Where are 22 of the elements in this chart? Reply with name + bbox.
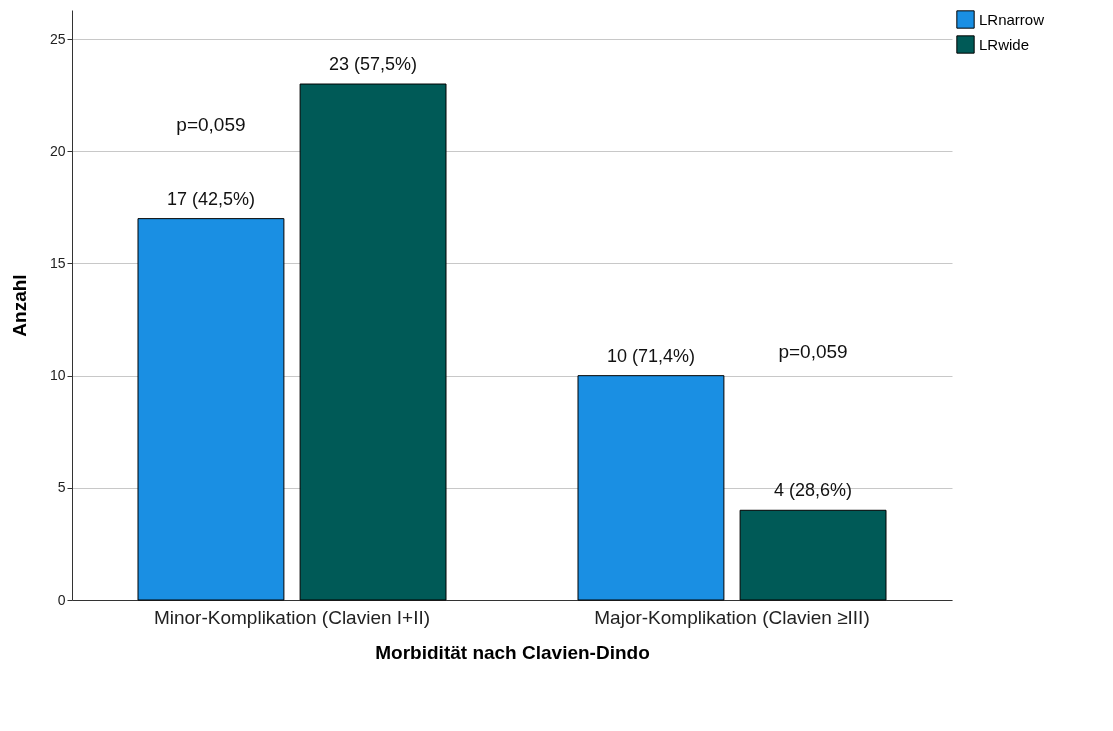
legend-label: LRwide — [979, 35, 1030, 53]
y-axis-title: Anzahl — [8, 274, 30, 337]
data-label: 17 (42,5%) — [166, 188, 255, 209]
annotation: p=0,059 — [778, 341, 848, 363]
data-label: 4 (28,6%) — [774, 480, 853, 501]
bar — [299, 83, 447, 601]
x-axis-title: Morbidität nach Clavien-Dindo — [375, 641, 650, 663]
legend-label: LRnarrow — [979, 10, 1045, 28]
y-tick-label: 0 — [57, 591, 66, 608]
y-tick-label: 10 — [49, 367, 66, 384]
y-tick-label: 25 — [49, 30, 66, 47]
y-tick-label: 5 — [57, 479, 66, 496]
data-label: 23 (57,5%) — [329, 54, 418, 75]
bar — [137, 218, 285, 601]
x-tick-label: Minor-Komplikation (Clavien I+II) — [153, 606, 431, 628]
y-tick-label: 20 — [49, 142, 66, 159]
bar — [739, 509, 887, 601]
y-tick-label: 15 — [49, 255, 66, 271]
annotation: p=0,059 — [176, 114, 246, 136]
bar — [577, 375, 725, 601]
data-label: 10 (71,4%) — [606, 345, 695, 366]
x-tick-label: Major-Komplikation (Clavien ≥III) — [594, 606, 870, 628]
